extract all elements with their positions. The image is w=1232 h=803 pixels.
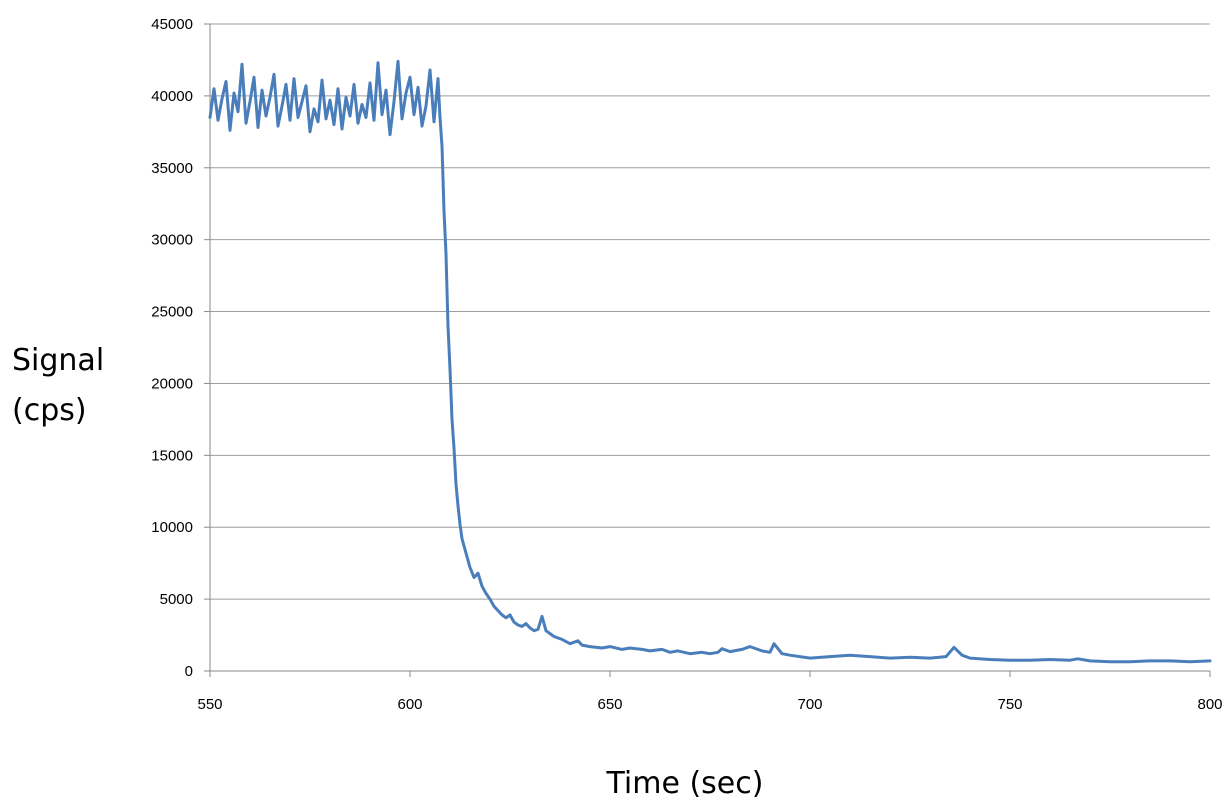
y-tick-label: 30000 xyxy=(151,232,193,249)
y-tick-label: 15000 xyxy=(151,447,193,464)
y-tick-label: 10000 xyxy=(151,519,193,536)
y-tick-labels: 0 5000 10000 15000 20000 25000 30000 35000 40000… xyxy=(151,16,193,680)
y-axis-title-line-2: (cps) xyxy=(12,393,87,428)
y-tick-label: 20000 xyxy=(151,375,193,392)
y-tick-label: 40000 xyxy=(151,88,193,105)
y-tick-label: 0 xyxy=(185,663,193,680)
x-tick-label: 550 xyxy=(197,696,222,713)
x-tick-label: 750 xyxy=(997,696,1022,713)
y-tick-label: 5000 xyxy=(160,591,193,608)
x-tick-labels: 550 600 650 700 750 800 xyxy=(197,696,1222,713)
x-tick-label: 650 xyxy=(597,696,622,713)
y-tick-label: 35000 xyxy=(151,160,193,177)
axes xyxy=(204,23,1211,677)
y-tick-label: 45000 xyxy=(151,16,193,33)
gridlines xyxy=(210,23,1210,600)
x-axis-title: Time (sec) xyxy=(606,766,764,801)
x-tick-label: 800 xyxy=(1197,696,1222,713)
y-tick-label: 25000 xyxy=(151,304,193,321)
signal-series-line xyxy=(208,59,1212,664)
x-tick-label: 700 xyxy=(797,696,822,713)
y-axis-title-line-1: Signal xyxy=(12,343,104,378)
x-tick-label: 600 xyxy=(397,696,422,713)
